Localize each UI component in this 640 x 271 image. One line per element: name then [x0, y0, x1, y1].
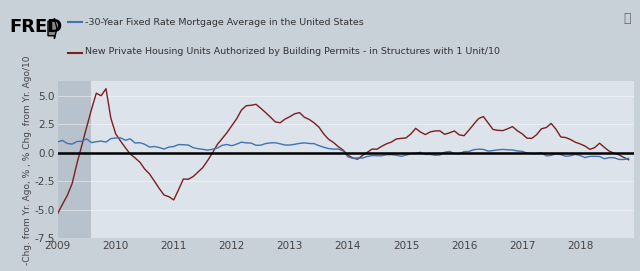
Text: New Private Housing Units Authorized by Building Permits - in Structures with 1 : New Private Housing Units Authorized by …: [85, 47, 500, 56]
Y-axis label: -Chg. from Yr. Ago, % , % Chg. from Yr. Ago/10: -Chg. from Yr. Ago, % , % Chg. from Yr. …: [22, 55, 31, 265]
Bar: [58, 81, 92, 238]
Text: -30-Year Fixed Rate Mortgage Average in the United States: -30-Year Fixed Rate Mortgage Average in …: [85, 18, 364, 27]
FancyArrow shape: [48, 18, 57, 39]
Text: ⤢: ⤢: [623, 12, 630, 25]
Text: FRED: FRED: [10, 18, 63, 36]
